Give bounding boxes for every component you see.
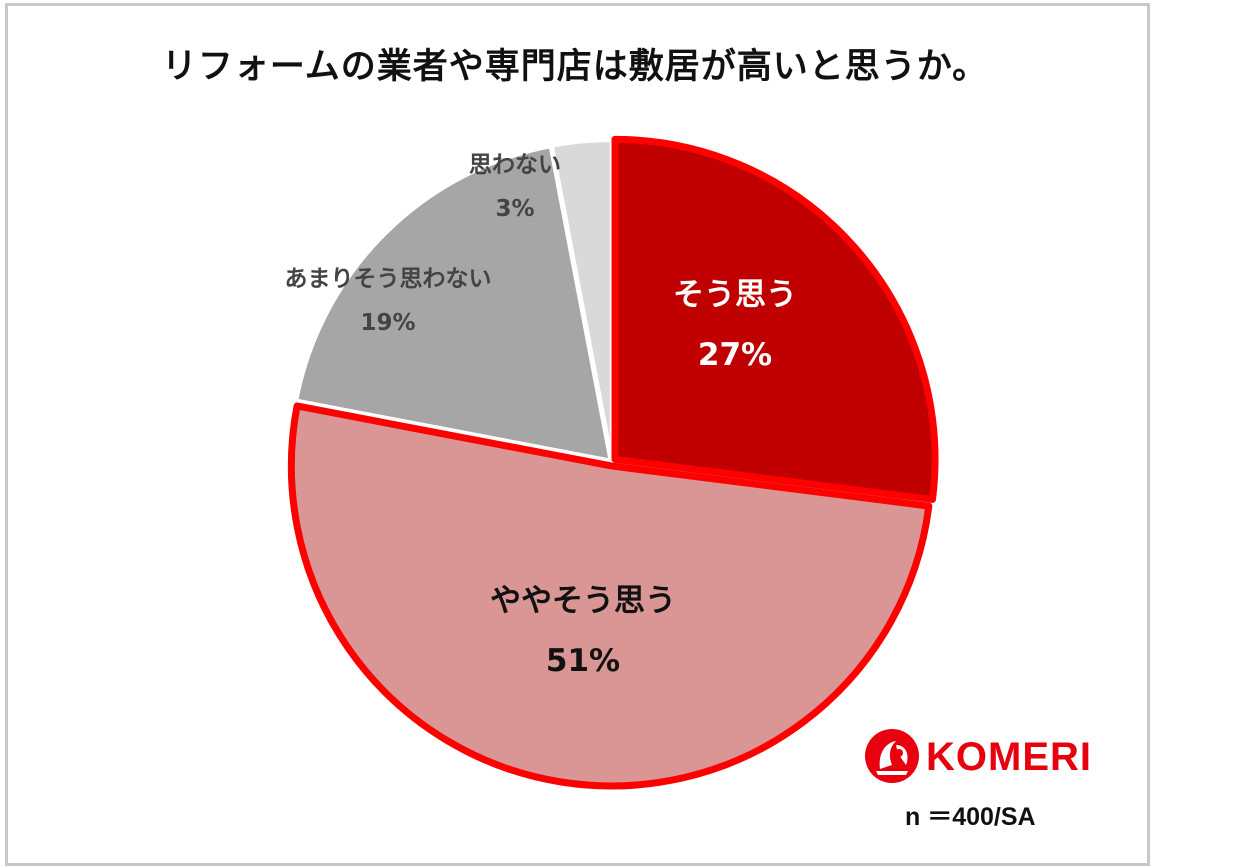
slice-category-label: あまりそう思わない — [284, 266, 492, 292]
slice-value-label: 19% — [360, 310, 416, 336]
slice-sou-omou — [611, 135, 939, 503]
slice-label-omowanai: 思わない 3% — [469, 143, 561, 231]
komeri-logo: KOMERI — [862, 725, 1107, 793]
slice-category-label: ややそう思う — [490, 583, 676, 619]
logo-text: KOMERI — [926, 735, 1092, 779]
slice-category-label: 思わない — [469, 152, 561, 178]
rooster-logo-icon — [865, 729, 919, 783]
slice-label-amari-sou-omowanai: あまりそう思わない 19% — [285, 257, 492, 345]
sample-size-note: n ＝400/SA — [905, 803, 1036, 831]
slice-value-label: 27% — [697, 337, 773, 373]
slice-yaya-sou-omou — [287, 402, 933, 790]
slice-label-yaya-sou-omou: ややそう思う 51% — [490, 571, 676, 691]
slice-value-label: 3% — [495, 196, 535, 222]
slice-amari-sou-omowanai — [294, 144, 613, 463]
slice-category-label: そう思う — [673, 277, 797, 313]
chart-title: リフォームの業者や専門店は敷居が高いと思うか。 — [161, 47, 989, 87]
pie-slices — [287, 135, 939, 790]
slice-label-sou-omou: そう思う 27% — [673, 265, 797, 385]
slice-value-label: 51% — [545, 643, 621, 679]
